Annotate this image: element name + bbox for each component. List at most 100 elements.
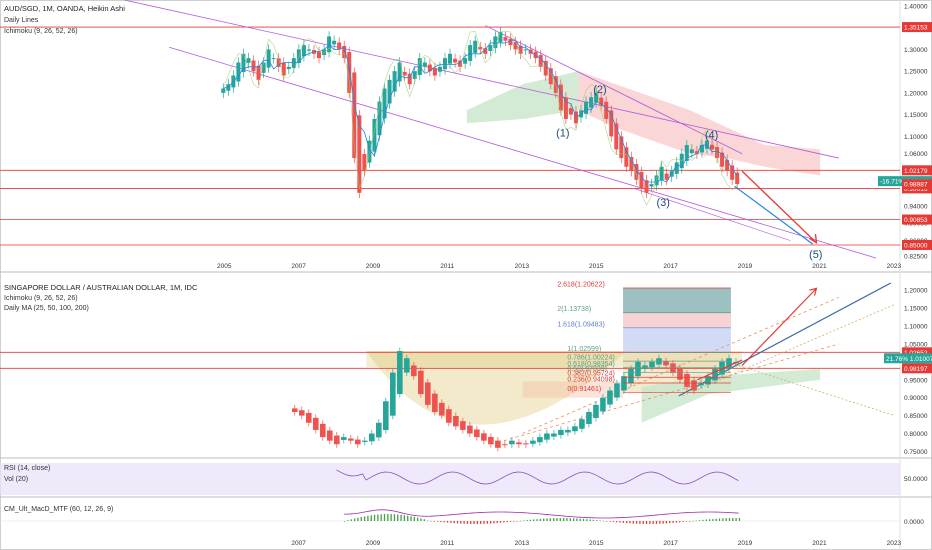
price-tick-label: 1.10000 [904,134,928,141]
candle-body [251,60,256,72]
ichimoku-cloud-red [578,71,821,176]
macd-bar-negative [473,521,475,524]
macd-bar-positive [562,518,565,521]
macd-bar-positive [387,514,389,521]
candle-body [629,156,634,172]
time-tick-label: 2019 [738,540,753,547]
macd-bar-positive [533,519,535,521]
candle-body [538,54,543,67]
fib-zone-orange [522,381,624,398]
macd-bar-negative [625,521,628,524]
candle-body [568,108,573,115]
macd-bar-positive [553,518,555,521]
kijun-line [223,40,738,183]
level-price-tag-text: 1.02179 [904,168,928,175]
candle-body [473,40,478,54]
candle-body [319,423,326,438]
candle-body [644,180,649,193]
macd-bar-negative [443,521,445,523]
macd-bar-positive [363,516,366,521]
macd-bar-negative [619,521,621,523]
candle-body [442,58,447,70]
time-tick-label: 2005 [217,263,232,270]
candle-body [664,173,669,180]
candle-body [712,369,718,381]
level-price-tag-text: 1.35153 [904,25,928,32]
time-tick-label: 2017 [663,263,678,270]
macd-bar-negative [503,521,505,523]
candle-body [306,49,311,51]
time-tick-label: 2013 [515,540,530,547]
candle-body [372,118,377,152]
macd-bar-positive [735,518,737,521]
candle-body [322,49,327,56]
time-tick-label: 2011 [440,263,454,270]
candle-body [317,51,322,59]
time-tick-label: 2015 [589,540,604,547]
candle-body [663,361,669,366]
macd-bar-positive [426,520,429,522]
macd-bar-negative [672,521,674,523]
elliott-wave-label: (1) [556,127,569,139]
candle-body [694,151,699,154]
macd-bar-negative [460,521,462,524]
macd-bar-positive [543,518,545,521]
macd-bar-negative [685,521,687,522]
candle-body [362,440,368,442]
macd-bar-positive [715,518,717,521]
candle-body [397,62,402,82]
macd-bar-negative [616,521,618,523]
candle-body [544,433,550,440]
macd-bar-negative [513,521,515,522]
candle-body [337,42,342,50]
candle-body [261,62,266,73]
candle-body [735,172,740,185]
macd-bar-negative [453,521,455,524]
candle-body [291,408,298,412]
time-tick-label: 2007 [291,263,306,270]
macd-bar-negative [446,521,449,523]
candle-body [642,365,648,369]
macd-bar-negative [480,521,482,524]
candle-body [558,429,564,436]
candle-body [689,149,694,153]
candle-body [533,51,538,59]
candle-body [432,67,437,76]
time-tick-label: 2023 [887,540,902,547]
time-tick-label: 2011 [440,540,454,547]
candle-body [453,58,458,63]
candle-body [377,101,382,136]
candle-body [523,443,529,445]
price-tick-label: 1.20000 [904,90,928,97]
candle-body [298,410,305,416]
macd-bar-negative [639,521,641,524]
macd-bar-positive [357,517,359,521]
time-tick-label: 2015 [589,263,604,270]
macd-bar-positive [566,518,568,521]
candle-body [578,110,584,118]
macd-bar-negative [440,521,442,522]
macd-bar-positive [728,518,731,521]
candle-body [677,367,683,380]
candle-body [614,383,620,398]
macd-bar-positive [569,518,571,521]
candle-body [572,426,578,432]
macd-bar-negative [662,521,664,524]
macd-bar-negative [509,521,512,522]
candle-body [609,110,614,137]
candle-body [271,58,276,60]
candle-body [266,49,271,68]
candle-body [679,153,684,169]
macd-bar-negative [606,521,608,522]
candle-body [523,49,528,51]
cup-pattern-region [366,351,627,425]
candle-body [256,65,261,80]
time-tick-label: 2021 [812,540,827,547]
macd-bar-negative [689,521,691,522]
candle-body [387,79,392,104]
candle-body [684,373,690,387]
candle-body [659,166,664,181]
price-tick-label: 0.95000 [904,377,928,384]
candle-body [402,71,407,76]
